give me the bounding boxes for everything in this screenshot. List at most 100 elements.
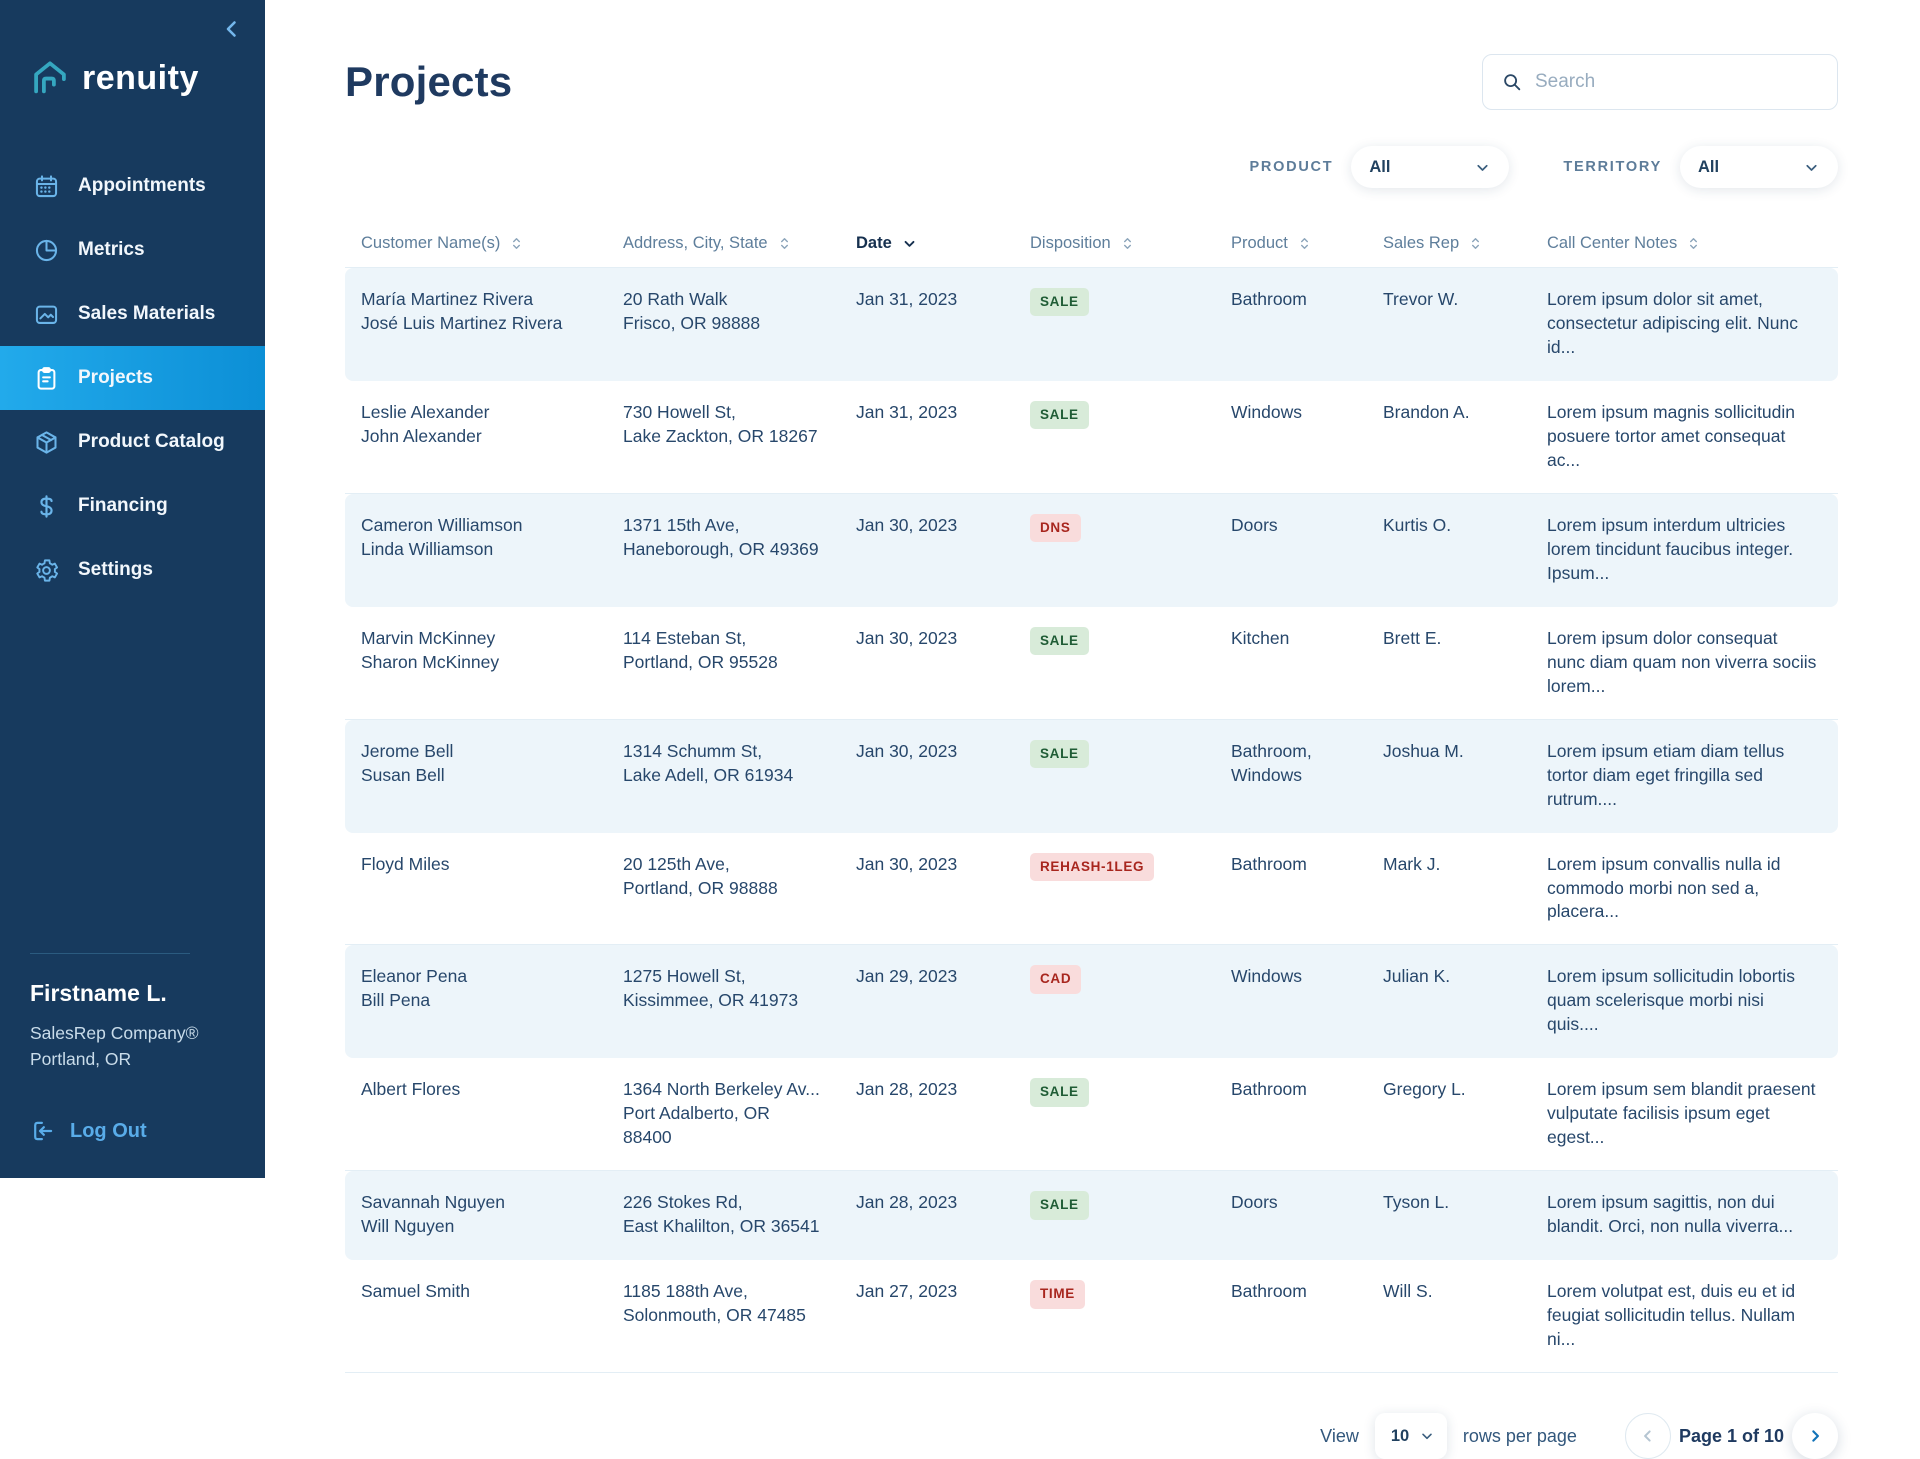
page-title: Projects [345, 58, 513, 105]
cell-sales-rep: Will S. [1383, 1281, 1433, 1302]
user-company: SalesRep Company® [30, 1023, 199, 1044]
cell-call-center-notes: Lorem ipsum etiam diam tellus tortor dia… [1547, 740, 1785, 809]
disposition-badge: REHASH-1LEG [1030, 852, 1155, 882]
sort-icon [1119, 235, 1136, 252]
table-row[interactable]: Cameron Williamson Linda Williamson 1371 1… [345, 493, 1838, 607]
cell-customer-names: Albert Flores [361, 1079, 461, 1100]
table-row[interactable]: Jerome Bell Susan Bell 1314 Schumm St, Lake… [345, 719, 1838, 833]
sidebar-divider [30, 953, 190, 955]
pager: Page 1 of 10 [1624, 1413, 1838, 1459]
search-box[interactable] [1482, 54, 1838, 110]
sidebar-item-sales-materials[interactable]: Sales Materials [0, 282, 265, 346]
column-header-customer-name-s-[interactable]: Customer Name(s) [361, 234, 623, 253]
sidebar-item-projects[interactable]: Projects [0, 346, 265, 410]
cell-date: Jan 28, 2023 [856, 1079, 958, 1100]
cell-call-center-notes: Lorem volutpat est, duis eu et id feugia… [1547, 1281, 1796, 1350]
gear-icon [32, 557, 60, 584]
product-filter-label: PRODUCT [1249, 159, 1334, 175]
column-header-disposition[interactable]: Disposition [1030, 234, 1231, 253]
cell-customer-names: Marvin McKinney Sharon McKinney [361, 627, 500, 672]
cell-disposition: SALE [1030, 1191, 1231, 1239]
prev-page-button[interactable] [1624, 1413, 1671, 1459]
sidebar-item-financing[interactable]: Financing [0, 474, 265, 538]
cell-address: 226 Stokes Rd, East Khalilton, OR 36541 [623, 1192, 820, 1237]
sort-icon [1296, 235, 1313, 252]
sort-icon [508, 235, 525, 252]
sidebar: renuity Appointments Metrics Sales Materia… [0, 0, 265, 1178]
column-label: Product [1231, 234, 1288, 252]
column-header-call-center-notes[interactable]: Call Center Notes [1547, 234, 1838, 253]
cell-customer-names: María Martinez Rivera José Luis Martinez … [361, 289, 563, 333]
column-header-product[interactable]: Product [1231, 234, 1383, 253]
cell-customer-names: Jerome Bell Susan Bell [361, 740, 454, 785]
pie-chart-icon [32, 237, 60, 264]
territory-filter-value: All [1698, 157, 1720, 176]
rows-per-page-select[interactable]: 10 [1374, 1413, 1447, 1459]
cell-date: Jan 30, 2023 [856, 514, 958, 535]
cell-product: Bathroom [1231, 1281, 1307, 1302]
logo-house-icon [30, 58, 70, 98]
chevron-down-icon [1474, 159, 1491, 176]
cell-address: 1314 Schumm St, Lake Adell, OR 61934 [623, 740, 794, 785]
column-label: Customer Name(s) [361, 234, 501, 252]
cell-sales-rep: Mark J. [1383, 853, 1441, 874]
cell-date: Jan 28, 2023 [856, 1192, 958, 1213]
sidebar-item-label: Appointments [78, 175, 206, 196]
column-label: Date [856, 234, 892, 252]
territory-filter-label: TERRITORY [1563, 159, 1662, 175]
table-row[interactable]: Eleanor Pena Bill Pena 1275 Howell St, Kiss… [345, 945, 1838, 1059]
cell-address: 1275 Howell St, Kissimmee, OR 41973 [623, 966, 799, 1011]
table-row[interactable]: Samuel Smith 1185 188th Ave, Solonmouth, O… [345, 1260, 1838, 1374]
table-row[interactable]: María Martinez Rivera José Luis Martinez … [345, 268, 1838, 381]
column-header-address-city-state[interactable]: Address, City, State [623, 234, 856, 253]
product-filter-select[interactable]: All [1351, 146, 1510, 188]
cell-call-center-notes: Lorem ipsum dolor consequat nunc diam qu… [1547, 627, 1817, 696]
sidebar-nav: Appointments Metrics Sales Materials Projec… [0, 154, 265, 602]
sidebar-item-metrics[interactable]: Metrics [0, 218, 265, 282]
chevron-left-icon [220, 17, 244, 41]
user-name: Firstname L. [30, 980, 167, 1007]
sort-icon [1467, 235, 1484, 252]
app-window: renuity Appointments Metrics Sales Materia… [0, 0, 1838, 1459]
column-header-date[interactable]: Date [856, 234, 1030, 253]
chevron-left-icon [1638, 1426, 1658, 1446]
sidebar-item-label: Financing [78, 495, 168, 516]
pagination-row: View 10 rows per page Page 1 of 10 [345, 1413, 1838, 1459]
table-row[interactable]: Savannah Nguyen Will Nguyen 226 Stokes Rd,… [345, 1171, 1838, 1261]
column-label: Call Center Notes [1547, 234, 1678, 252]
column-label: Address, City, State [623, 234, 768, 252]
cell-address: 1371 15th Ave, Haneborough, OR 49369 [623, 514, 819, 559]
sidebar-item-label: Settings [78, 559, 153, 580]
next-page-button[interactable] [1792, 1413, 1838, 1459]
cell-customer-names: Samuel Smith [361, 1281, 470, 1302]
sidebar-item-appointments[interactable]: Appointments [0, 154, 265, 218]
sidebar-user-block: Firstname L. SalesRep Company® Portland,… [0, 953, 265, 1178]
cell-customer-names: Leslie Alexander John Alexander [361, 401, 490, 446]
table-row[interactable]: Leslie Alexander John Alexander 730 Howell… [345, 381, 1838, 494]
cell-disposition: SALE [1030, 739, 1231, 812]
cell-sales-rep: Trevor W. [1383, 289, 1459, 309]
logout-button[interactable]: Log Out [30, 1118, 235, 1144]
cell-date: Jan 27, 2023 [856, 1281, 958, 1302]
cell-sales-rep: Brandon A. [1383, 401, 1470, 422]
table-row[interactable]: Marvin McKinney Sharon McKinney 114 Esteba… [345, 607, 1838, 720]
cell-disposition: SALE [1030, 1078, 1231, 1150]
cell-sales-rep: Tyson L. [1383, 1192, 1450, 1213]
territory-filter-select[interactable]: All [1680, 146, 1838, 188]
sidebar-item-product-catalog[interactable]: Product Catalog [0, 410, 265, 474]
search-input[interactable] [1535, 71, 1819, 93]
sidebar-collapse-button[interactable] [217, 14, 247, 44]
cell-call-center-notes: Lorem ipsum convallis nulla id commodo m… [1547, 853, 1781, 922]
cell-address: 1185 188th Ave, Solonmouth, OR 47485 [623, 1281, 806, 1326]
cell-product: Windows [1231, 401, 1302, 422]
sidebar-item-settings[interactable]: Settings [0, 538, 265, 602]
projects-table: María Martinez Rivera José Luis Martinez … [345, 267, 1838, 1374]
table-row[interactable]: Albert Flores 1364 North Berkeley Av... Po… [345, 1058, 1838, 1172]
table-row[interactable]: Floyd Miles 20 125th Ave, Portland, OR 988… [345, 833, 1838, 946]
logout-label: Log Out [70, 1119, 147, 1142]
disposition-badge: DNS [1030, 513, 1081, 543]
view-label: View [1320, 1425, 1359, 1446]
cell-customer-names: Eleanor Pena Bill Pena [361, 966, 468, 1011]
column-header-sales-rep[interactable]: Sales Rep [1383, 234, 1547, 253]
cell-product: Windows [1231, 966, 1302, 987]
